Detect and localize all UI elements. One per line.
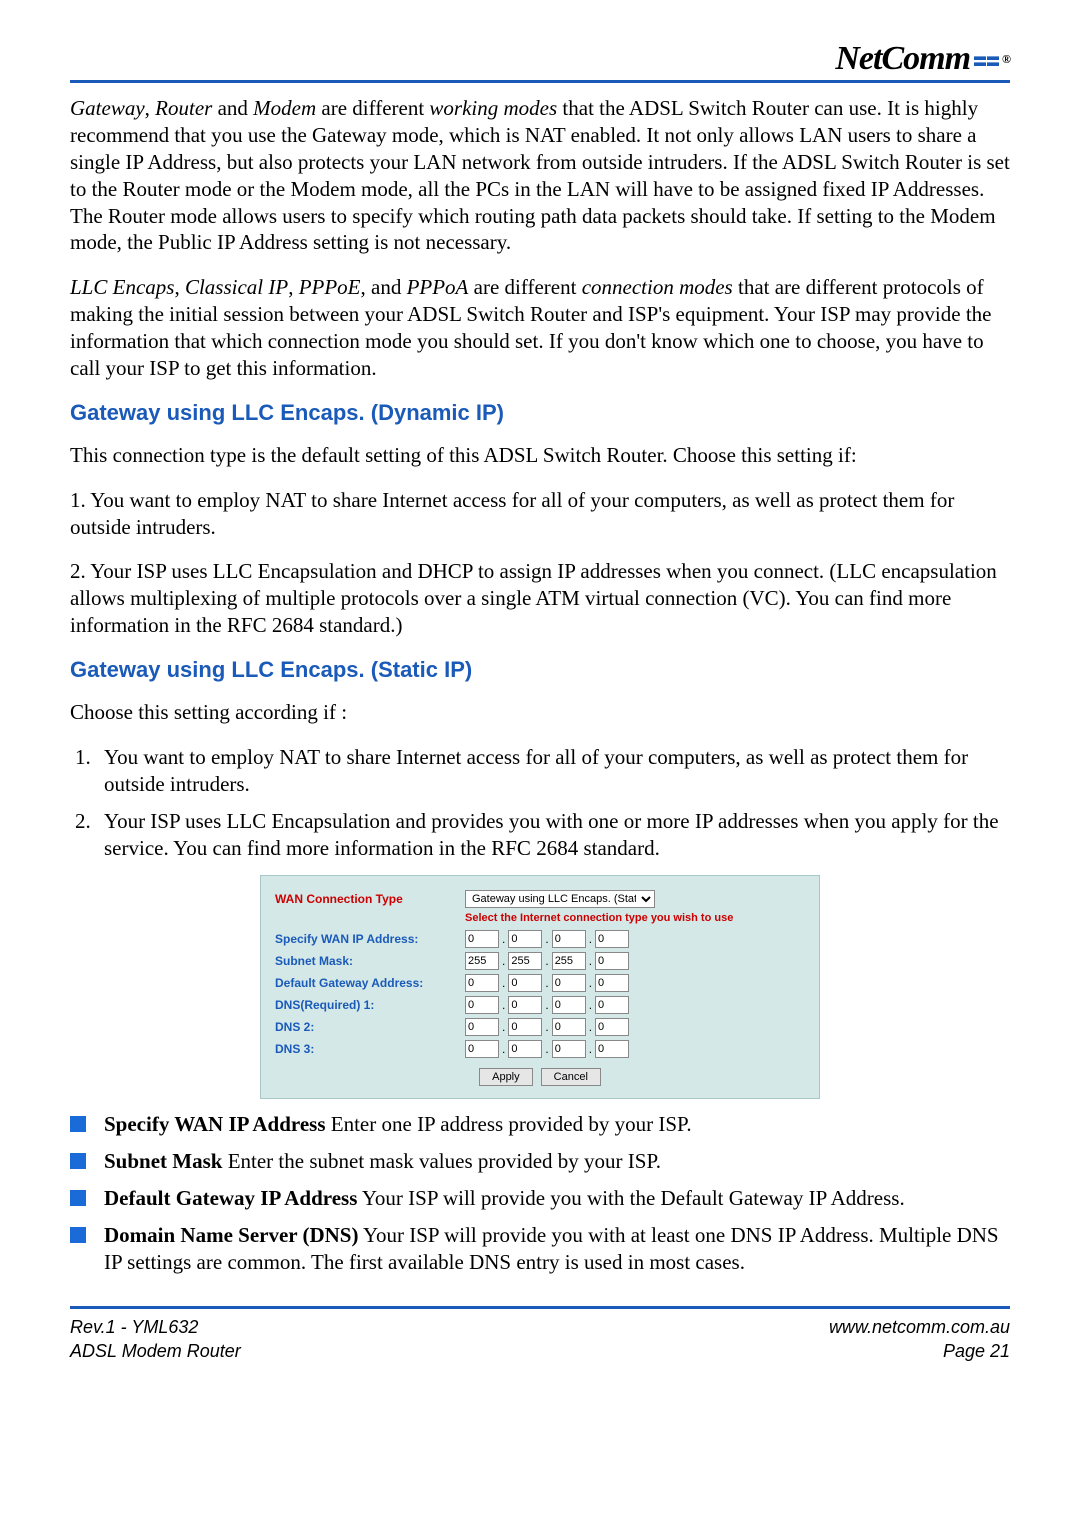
ip-octet-input[interactable] bbox=[465, 952, 499, 970]
ip-octet-input[interactable] bbox=[595, 1018, 629, 1036]
ip-octet-input[interactable] bbox=[508, 1040, 542, 1058]
footer-rev: Rev.1 - YML632 bbox=[70, 1315, 241, 1339]
footer-url: www.netcomm.com.au bbox=[829, 1315, 1010, 1339]
ip-octet-input[interactable] bbox=[552, 930, 586, 948]
ip-octet-input[interactable] bbox=[465, 1040, 499, 1058]
ip-dot: . bbox=[589, 976, 592, 990]
ip-octet-input[interactable] bbox=[508, 974, 542, 992]
static-ip-list: You want to employ NAT to share Internet… bbox=[96, 744, 1010, 862]
wan-conn-type-select[interactable]: Gateway using LLC Encaps. (Static IP) bbox=[465, 890, 655, 908]
ip-dot: . bbox=[502, 1042, 505, 1056]
ip-dot: . bbox=[545, 1020, 548, 1034]
bullet-text: Subnet Mask Enter the subnet mask values… bbox=[104, 1148, 661, 1175]
footer: Rev.1 - YML632 ADSL Modem Router www.net… bbox=[70, 1315, 1010, 1364]
ip-dot: . bbox=[502, 998, 505, 1012]
ip-octet-input[interactable] bbox=[465, 1018, 499, 1036]
ip-row-label: Default Gateway Address: bbox=[275, 976, 465, 990]
ip-octet-input[interactable] bbox=[595, 996, 629, 1014]
bullet-text: Default Gateway IP Address Your ISP will… bbox=[104, 1185, 905, 1212]
ip-octet-input[interactable] bbox=[552, 974, 586, 992]
para-dyn-2: 2. Your ISP uses LLC Encapsulation and D… bbox=[70, 558, 1010, 639]
ip-octet-input[interactable] bbox=[465, 930, 499, 948]
ip-octet-input[interactable] bbox=[595, 1040, 629, 1058]
list-item: Specify WAN IP Address Enter one IP addr… bbox=[70, 1111, 1010, 1138]
ip-dot: . bbox=[545, 932, 548, 946]
ip-dot: . bbox=[502, 1020, 505, 1034]
ip-octet-input[interactable] bbox=[552, 1040, 586, 1058]
ip-row-label: Specify WAN IP Address: bbox=[275, 932, 465, 946]
heading-dynamic-ip: Gateway using LLC Encaps. (Dynamic IP) bbox=[70, 400, 1010, 426]
select-hint: Select the Internet connection type you … bbox=[465, 912, 805, 924]
logo: NetComm ▬ ▬▬ ▬ ® bbox=[835, 40, 1010, 78]
logo-reg: ® bbox=[1002, 52, 1010, 67]
ip-dot: . bbox=[545, 954, 548, 968]
ip-octet-input[interactable] bbox=[465, 996, 499, 1014]
apply-button[interactable]: Apply bbox=[479, 1068, 533, 1086]
footer-product: ADSL Modem Router bbox=[70, 1339, 241, 1363]
ip-octet-input[interactable] bbox=[595, 930, 629, 948]
para-dyn-intro: This connection type is the default sett… bbox=[70, 442, 1010, 469]
ip-octet-input[interactable] bbox=[552, 952, 586, 970]
ip-octet-input[interactable] bbox=[508, 952, 542, 970]
top-rule bbox=[70, 80, 1010, 83]
ip-dot: . bbox=[502, 932, 505, 946]
ip-dot: . bbox=[545, 1042, 548, 1056]
ip-dot: . bbox=[589, 1042, 592, 1056]
list-item: Subnet Mask Enter the subnet mask values… bbox=[70, 1148, 1010, 1175]
ip-octet-input[interactable] bbox=[552, 996, 586, 1014]
bullet-text: Domain Name Server (DNS) Your ISP will p… bbox=[104, 1222, 1010, 1276]
ip-octet-input[interactable] bbox=[465, 974, 499, 992]
bullet-square-icon bbox=[70, 1227, 86, 1243]
ip-octet-input[interactable] bbox=[595, 974, 629, 992]
logo-bars-icon: ▬ ▬▬ ▬ bbox=[974, 53, 998, 65]
list-item: Domain Name Server (DNS) Your ISP will p… bbox=[70, 1222, 1010, 1276]
para-stat-intro: Choose this setting according if : bbox=[70, 699, 1010, 726]
bullet-square-icon bbox=[70, 1190, 86, 1206]
ip-dot: . bbox=[589, 954, 592, 968]
bullet-square-icon bbox=[70, 1153, 86, 1169]
ip-dot: . bbox=[589, 1020, 592, 1034]
ip-row-label: DNS(Required) 1: bbox=[275, 998, 465, 1012]
list-item: Your ISP uses LLC Encapsulation and prov… bbox=[96, 808, 1010, 862]
ip-dot: . bbox=[589, 998, 592, 1012]
ip-octet-input[interactable] bbox=[508, 996, 542, 1014]
ip-dot: . bbox=[589, 932, 592, 946]
ip-octet-input[interactable] bbox=[508, 1018, 542, 1036]
logo-row: NetComm ▬ ▬▬ ▬ ® bbox=[70, 40, 1010, 78]
ip-row-label: DNS 3: bbox=[275, 1042, 465, 1056]
para-working-modes: Gateway, Router and Modem are different … bbox=[70, 95, 1010, 256]
ip-row-label: DNS 2: bbox=[275, 1020, 465, 1034]
ip-dot: . bbox=[502, 976, 505, 990]
footer-page: Page 21 bbox=[829, 1339, 1010, 1363]
ip-row-label: Subnet Mask: bbox=[275, 954, 465, 968]
wan-conn-type-label: WAN Connection Type bbox=[275, 892, 465, 906]
ip-dot: . bbox=[502, 954, 505, 968]
ip-dot: . bbox=[545, 998, 548, 1012]
heading-static-ip: Gateway using LLC Encaps. (Static IP) bbox=[70, 657, 1010, 683]
ip-octet-input[interactable] bbox=[552, 1018, 586, 1036]
cancel-button[interactable]: Cancel bbox=[541, 1068, 601, 1086]
logo-text: NetComm bbox=[835, 40, 970, 78]
field-descriptions: Specify WAN IP Address Enter one IP addr… bbox=[70, 1111, 1010, 1275]
para-connection-modes: LLC Encaps, Classical IP, PPPoE, and PPP… bbox=[70, 274, 1010, 382]
para-dyn-1: 1. You want to employ NAT to share Inter… bbox=[70, 487, 1010, 541]
ip-octet-input[interactable] bbox=[595, 952, 629, 970]
bullet-square-icon bbox=[70, 1116, 86, 1132]
bottom-rule bbox=[70, 1306, 1010, 1309]
ip-dot: . bbox=[545, 976, 548, 990]
list-item: Default Gateway IP Address Your ISP will… bbox=[70, 1185, 1010, 1212]
bullet-text: Specify WAN IP Address Enter one IP addr… bbox=[104, 1111, 692, 1138]
list-item: You want to employ NAT to share Internet… bbox=[96, 744, 1010, 798]
ip-octet-input[interactable] bbox=[508, 930, 542, 948]
config-screenshot: WAN Connection Type Gateway using LLC En… bbox=[70, 875, 1010, 1099]
